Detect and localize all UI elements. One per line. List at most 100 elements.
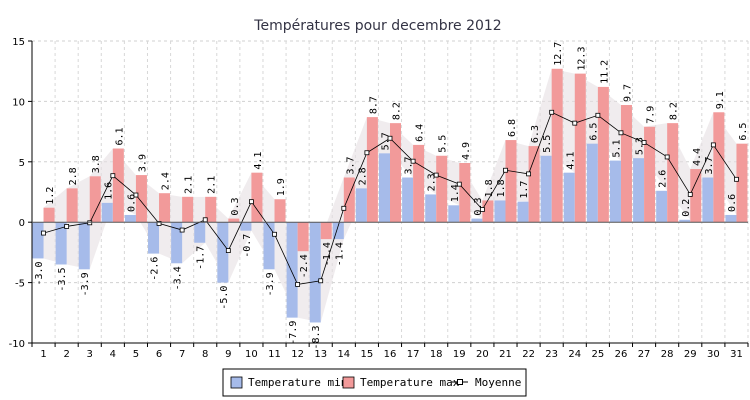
average-marker-day-12 <box>295 282 301 287</box>
min-max-range-area <box>43 68 737 323</box>
label-max-day-5: 3.9 <box>137 154 148 172</box>
label-min-day-31: 0.6 <box>727 194 738 212</box>
label-max-day-23: 12.7 <box>553 42 564 66</box>
label-max-day-26: 9.7 <box>622 84 633 102</box>
bar-max-day-11 <box>274 199 286 223</box>
average-marker-day-15 <box>364 150 370 156</box>
bars <box>32 68 748 323</box>
label-min-day-22: 1.7 <box>519 181 530 199</box>
bar-max-day-17 <box>413 144 425 223</box>
average-marker-day-5 <box>133 192 139 198</box>
x-tick-label: 10 <box>245 349 258 360</box>
label-min-day-28: 2.6 <box>658 170 669 188</box>
label-min-day-17: 3.7 <box>404 156 415 174</box>
average-marker-day-20 <box>479 207 485 212</box>
x-tick-label: 27 <box>638 349 651 360</box>
x-tick-label: 7 <box>179 349 185 360</box>
x-tick-label: 29 <box>684 349 697 360</box>
label-max-day-29: 4.4 <box>692 148 703 166</box>
label-min-day-24: 4.1 <box>565 152 576 170</box>
x-tick-label: 19 <box>453 349 466 360</box>
average-marker-day-31 <box>734 176 739 182</box>
average-marker-day-3 <box>87 220 93 226</box>
y-tick-label: 5 <box>19 158 25 169</box>
bar-min-day-21 <box>494 200 506 223</box>
label-min-day-3: -3.9 <box>80 272 91 296</box>
legend: Temperature min Temperature max Moyenne <box>222 368 527 397</box>
label-max-day-13: -1.4 <box>322 242 333 266</box>
bar-max-day-12 <box>297 222 309 252</box>
average-marker-day-29 <box>687 192 693 197</box>
bar-max-day-3 <box>89 176 101 223</box>
x-tick-label: 2 <box>63 349 69 360</box>
average-marker-day-22 <box>526 171 531 177</box>
label-max-day-1: 1.2 <box>45 187 56 205</box>
average-marker-day-7 <box>179 227 185 233</box>
bar-max-day-14 <box>343 177 355 223</box>
chart-title: Températures pour decembre 2012 <box>253 18 501 34</box>
bar-max-day-20 <box>482 200 494 223</box>
label-max-day-22: 6.3 <box>530 125 541 143</box>
average-marker-day-8 <box>202 217 208 223</box>
bar-min-day-27 <box>633 158 645 223</box>
label-max-day-14: 3.7 <box>345 156 356 174</box>
legend-box <box>222 368 527 397</box>
x-tick-label: 3 <box>87 349 93 360</box>
x-tick-label: 15 <box>361 349 374 360</box>
label-max-day-11: 1.9 <box>276 178 287 196</box>
x-tick-label: 8 <box>202 349 208 360</box>
bar-min-day-24 <box>563 172 575 223</box>
label-min-day-25: 6.5 <box>588 123 599 141</box>
label-max-day-4: 6.1 <box>114 127 125 145</box>
label-min-day-15: 2.8 <box>357 167 368 185</box>
bar-min-day-6 <box>148 222 160 254</box>
legend-label-avg: Moyenne <box>475 376 521 389</box>
legend-marker-avg <box>457 379 463 385</box>
x-tick-label: 5 <box>133 349 139 360</box>
x-tick-label: 24 <box>568 349 581 360</box>
label-max-day-16: 8.2 <box>392 102 403 120</box>
average-marker-day-6 <box>156 221 162 226</box>
label-min-day-23: 5.5 <box>542 135 553 153</box>
bar-max-day-9 <box>228 218 240 223</box>
average-marker-day-21 <box>503 167 508 173</box>
x-tick-label: 31 <box>730 349 743 360</box>
average-marker-day-13 <box>318 278 324 284</box>
bar-max-day-28 <box>667 123 679 223</box>
x-tick-label: 25 <box>592 349 605 360</box>
bar-min-day-5 <box>124 214 136 223</box>
label-min-day-19: 1.4 <box>450 184 461 202</box>
bar-max-day-7 <box>182 196 194 223</box>
bar-max-day-30 <box>713 112 725 223</box>
label-max-day-30: 9.1 <box>715 91 726 109</box>
average-marker-day-16 <box>387 135 393 141</box>
bar-max-day-10 <box>251 172 263 223</box>
bar-min-day-20 <box>471 218 483 223</box>
bar-min-day-31 <box>725 214 737 223</box>
bar-max-day-6 <box>159 193 171 223</box>
bar-max-day-13 <box>320 222 332 240</box>
label-max-day-17: 6.4 <box>415 124 426 142</box>
bar-min-day-19 <box>448 205 460 223</box>
bar-max-day-1 <box>43 207 55 223</box>
data-labels: -3.0 1.2 -3.5 2.8 -3.9 3.81.6 6.1 0.6 3.9 -2.6 2.4… <box>34 42 749 350</box>
x-tick-label: 16 <box>384 349 397 360</box>
bar-max-day-21 <box>505 140 517 223</box>
bar-min-day-18 <box>425 194 437 223</box>
label-min-day-20: 0.3 <box>473 198 484 216</box>
bar-max-day-15 <box>366 117 378 223</box>
average-line <box>41 109 739 287</box>
label-min-day-5: 0.6 <box>126 194 137 212</box>
legend-swatch-min <box>230 376 243 389</box>
bar-max-day-16 <box>390 123 401 223</box>
bar-max-day-18 <box>436 155 448 223</box>
x-tick-label: 4 <box>110 349 116 360</box>
x-tick-label: 9 <box>225 349 231 360</box>
bar-max-day-26 <box>620 105 632 223</box>
label-max-day-9: 0.3 <box>230 198 241 216</box>
label-max-day-19: 4.9 <box>461 142 472 160</box>
y-tick-label: 0 <box>19 218 25 229</box>
label-min-day-21: 1.8 <box>496 179 507 197</box>
bar-min-day-10 <box>240 222 252 231</box>
